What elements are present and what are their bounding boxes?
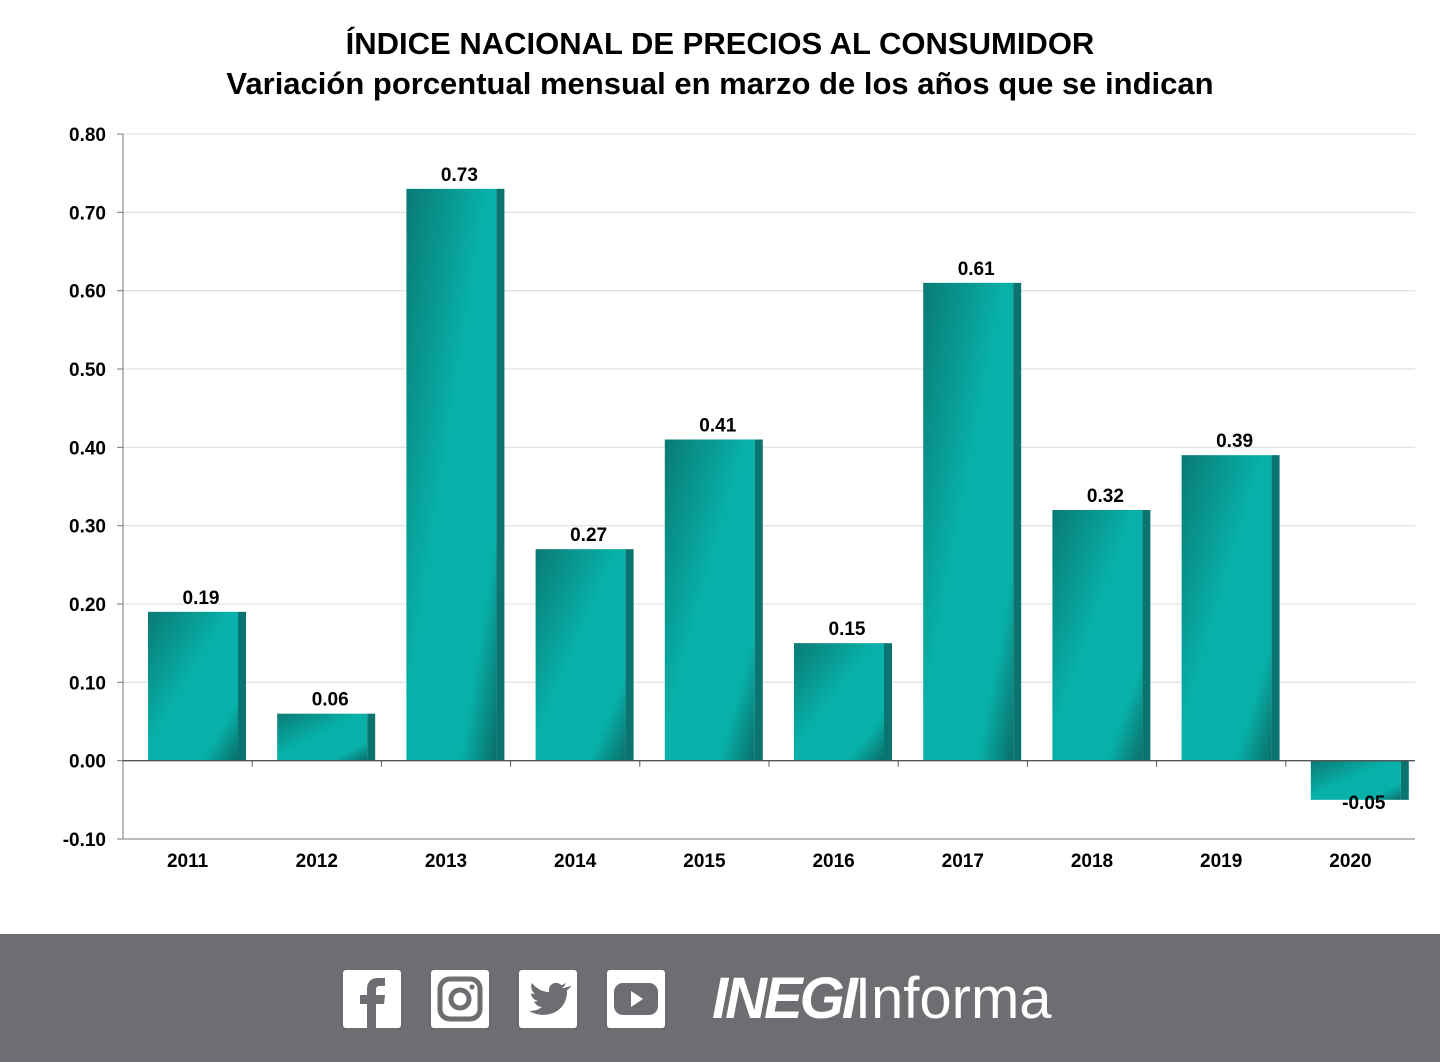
x-tick-label: 2019 [1200,851,1242,872]
x-tick-label: 2015 [683,851,726,872]
bar-side [625,549,634,761]
x-tick-label: 2017 [942,851,984,872]
data-label: 0.61 [958,259,995,280]
bar [535,549,626,761]
bar [1310,760,1401,800]
bar-side [496,188,505,761]
x-tick-label: 2012 [296,851,338,872]
bar [794,643,884,761]
instagram-icon[interactable] [431,970,489,1028]
footer-bar [0,934,1440,1062]
bar-side [754,439,763,761]
bar [664,439,755,761]
data-label: 0.15 [829,619,866,640]
x-tick-label: 2014 [554,851,597,872]
data-label: 0.32 [1087,486,1124,507]
y-tick-label: 0.50 [69,360,106,381]
x-tick-label: 2020 [1329,851,1371,872]
y-tick-label: 0.30 [69,517,106,538]
bar-chart: 0.19 0.06 0.73 0.27 0.41 0.15 0.61 0.32 0.39 -0.0… [63,125,1415,872]
bar [1181,455,1272,761]
y-tick-label: 0.20 [69,595,106,616]
data-label: 0.41 [699,416,736,437]
y-tick-label: 0.00 [69,752,106,773]
x-tick-label: 2016 [812,851,854,872]
y-tick-label: 0.60 [69,282,106,303]
twitter-icon[interactable] [519,970,577,1028]
youtube-icon[interactable] [607,970,665,1028]
y-tick-label: -0.10 [63,830,106,851]
data-label: 0.27 [570,525,607,546]
x-tick-label: 2018 [1071,851,1113,872]
bar-side [1013,282,1022,761]
x-tick-label: 2011 [167,851,209,872]
x-tick-label: 2013 [425,851,467,872]
bar [406,188,497,761]
data-label: 0.39 [1216,431,1253,452]
bar [923,282,1014,761]
bar-side [1400,760,1409,800]
data-label: -0.05 [1342,793,1386,814]
y-tick-label: 0.70 [69,203,106,224]
data-label: 0.19 [183,588,220,609]
y-tick-label: 0.80 [69,125,106,146]
bar-side [1142,510,1151,761]
bar [148,611,238,761]
y-tick-label: 0.40 [69,438,106,459]
data-label: 0.06 [312,690,349,711]
facebook-icon[interactable] [343,970,401,1028]
inegi-informa-logo: INEGIInforma [712,966,1052,1031]
chart-subtitle: Variación porcentual mensual en marzo de… [226,66,1214,101]
data-label: 0.73 [441,165,478,186]
bar [1052,510,1143,761]
bar-side [238,611,246,761]
bar-side [367,713,376,761]
bar [277,713,368,761]
y-tick-label: 0.10 [69,673,106,694]
bar-side [884,643,892,761]
chart-title: ÍNDICE NACIONAL DE PRECIOS AL CONSUMIDOR [345,26,1095,61]
bar-side [1271,455,1280,761]
